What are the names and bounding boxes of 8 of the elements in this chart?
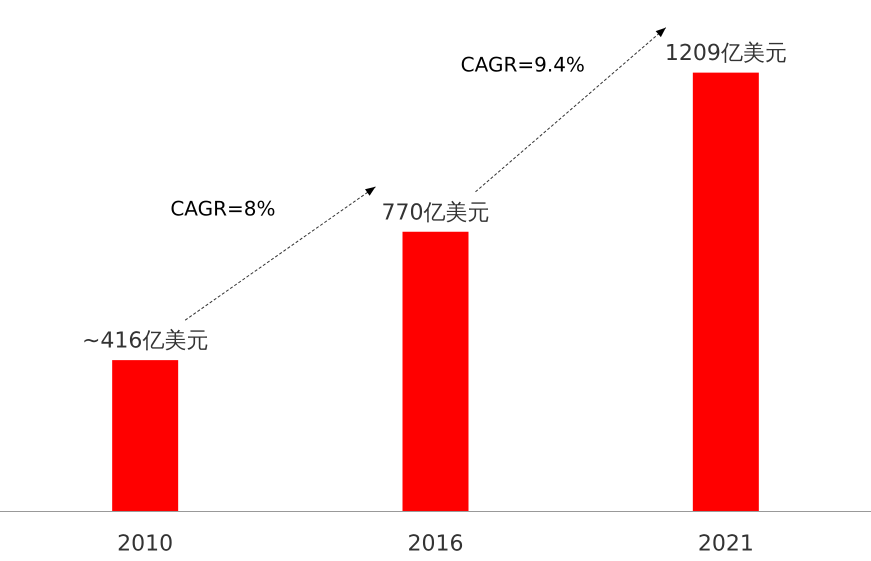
- data-label: 1209亿美元: [664, 41, 787, 66]
- x-tick-label: 2021: [698, 532, 754, 556]
- data-label: ~416亿美元: [82, 328, 208, 354]
- x-tick-label: 2016: [408, 532, 464, 556]
- x-tick-label: 2010: [117, 532, 174, 556]
- annotation: CAGR=9.4%: [460, 52, 585, 77]
- annotation: CAGR=8%: [170, 196, 276, 220]
- data-label: 770亿美元: [382, 200, 490, 226]
